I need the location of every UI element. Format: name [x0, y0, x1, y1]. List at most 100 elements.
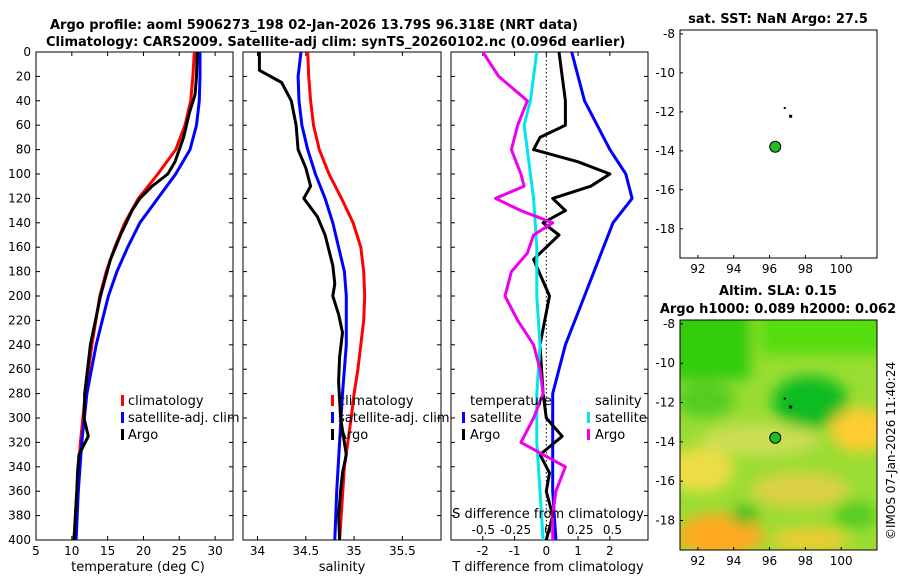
coastline-mark [783, 106, 786, 109]
y-tick-label: -10 [655, 66, 675, 80]
coastline-mark [789, 405, 793, 409]
salinity-xlabel: salinity [319, 560, 366, 575]
map-frame [679, 29, 878, 259]
y-tick-label: 100 [8, 167, 31, 181]
x-tick-label: 94 [726, 262, 741, 276]
legend-label-satellite: satellite-adj. clim [338, 411, 450, 426]
sla-patch [750, 472, 850, 508]
x-tick-label: 5 [32, 544, 40, 558]
x-tick-label: 100 [830, 262, 853, 276]
temperature-axes: 5 10 15 20 25 3002040608010012014016018020022… [8, 45, 234, 558]
sla-patch [770, 528, 850, 550]
salinity-legend: climatology satellite-adj. clim Argo [331, 394, 450, 443]
legend-label-climatology: climatology [338, 394, 414, 409]
x-tick-label: 100 [830, 554, 853, 568]
x-tick-label: 98 [798, 554, 813, 568]
difference-legend-temperature: temperature satellite Argo [462, 394, 552, 443]
sla-patch [731, 505, 759, 525]
coastline-mark [783, 397, 786, 400]
y-tick-label: -12 [655, 105, 675, 119]
series-line-salinity-argo [481, 51, 567, 540]
plot-frame [35, 51, 234, 541]
salinity-axes: 34 34.5 35 35.5 [242, 51, 442, 558]
salinity-tick-label: 0.5 [603, 523, 622, 537]
x-tick-label: 1 [574, 544, 582, 558]
legend-label-argo: Argo [470, 428, 500, 443]
y-tick-label: 0 [23, 45, 31, 59]
y-tick-label: 320 [8, 435, 31, 449]
y-tick-label: 400 [8, 533, 31, 547]
series-line-temperature-satellite [551, 51, 634, 541]
salinity-tick-label: -0.25 [500, 523, 531, 537]
sla-patch [700, 424, 820, 456]
legend-swatch-climatology [331, 395, 334, 406]
sla-patch [772, 376, 848, 428]
y-tick-label: -14 [655, 144, 675, 158]
sst-map-title: sat. SST: NaN Argo: 27.5 [688, 12, 868, 27]
y-tick-label: -18 [655, 514, 675, 528]
legend-swatch-satellite [121, 412, 124, 423]
legend-swatch-climatology [121, 395, 124, 406]
map-frame [679, 319, 878, 551]
y-tick-label: -10 [655, 356, 675, 370]
y-tick-label: 380 [8, 509, 31, 523]
x-tick-label: 30 [207, 544, 222, 558]
series-line-argo [72, 51, 199, 541]
x-tick-label: 92 [690, 262, 705, 276]
y-tick-label: 120 [8, 191, 31, 205]
x-tick-label: -1 [509, 544, 521, 558]
x-tick-label: 94 [726, 554, 741, 568]
y-tick-label: 220 [8, 313, 31, 327]
y-tick-label: 360 [8, 484, 31, 498]
y-tick-label: 260 [8, 362, 31, 376]
y-tick-label: 60 [16, 118, 31, 132]
series-line-argo [257, 52, 348, 541]
y-tick-label: -18 [655, 222, 675, 236]
difference-xlabel: T difference from climatology [451, 560, 644, 575]
sla-patch [760, 320, 877, 355]
y-tick-label: 140 [8, 216, 31, 230]
salinity-tick-label: 0.25 [567, 523, 594, 537]
x-tick-label: 15 [100, 544, 115, 558]
x-tick-label: 20 [136, 544, 151, 558]
sla-map-title: Altim. SLA: 0.15 [719, 284, 837, 299]
y-tick-label: 180 [8, 265, 31, 279]
x-tick-label: 34 [250, 544, 265, 558]
x-tick-label: 34.5 [292, 544, 319, 558]
y-tick-label: -8 [663, 27, 675, 41]
legend-label-argo: Argo [595, 428, 625, 443]
sla-patch [830, 408, 877, 452]
sla-patch [680, 382, 735, 418]
x-tick-label: 10 [64, 544, 79, 558]
legend-label-satellite: satellite-adj. clim [128, 411, 240, 426]
legend-swatch-argo [587, 429, 590, 440]
x-tick-label: 25 [172, 544, 187, 558]
legend-swatch-argo [121, 429, 124, 440]
legend-swatch-satellite [462, 412, 465, 423]
temperature-legend: climatology satellite-adj. clim Argo [121, 394, 240, 443]
legend-swatch-satellite [331, 412, 334, 423]
legend-label-climatology: climatology [128, 394, 204, 409]
legend-title-temperature: temperature [470, 394, 552, 409]
x-tick-label: 0 [543, 544, 551, 558]
y-tick-label: -8 [663, 317, 675, 331]
x-tick-label: 92 [690, 554, 705, 568]
legend-label-satellite: satellite [470, 411, 522, 426]
legend-swatch-argo [331, 429, 334, 440]
y-tick-label: -14 [655, 435, 675, 449]
title-line-1: Argo profile: aoml 5906273_198 02-Jan-20… [50, 18, 578, 33]
x-tick-label: 96 [762, 554, 777, 568]
y-tick-label: -16 [655, 474, 675, 488]
x-tick-label: 35 [346, 544, 361, 558]
y-tick-label: -16 [655, 183, 675, 197]
y-tick-label: 240 [8, 338, 31, 352]
plot-frame [242, 51, 442, 541]
y-tick-label: 40 [16, 94, 31, 108]
x-tick-label: 2 [606, 544, 614, 558]
salinity-tick-label: -0.5 [472, 523, 495, 537]
y-tick-label: -12 [655, 396, 675, 410]
y-tick-label: 160 [8, 240, 31, 254]
sst-map-axes: 92 94 96 98 100 -8 -10 -12 -14 -16 -18 [655, 27, 878, 276]
coastline-mark [789, 114, 793, 118]
